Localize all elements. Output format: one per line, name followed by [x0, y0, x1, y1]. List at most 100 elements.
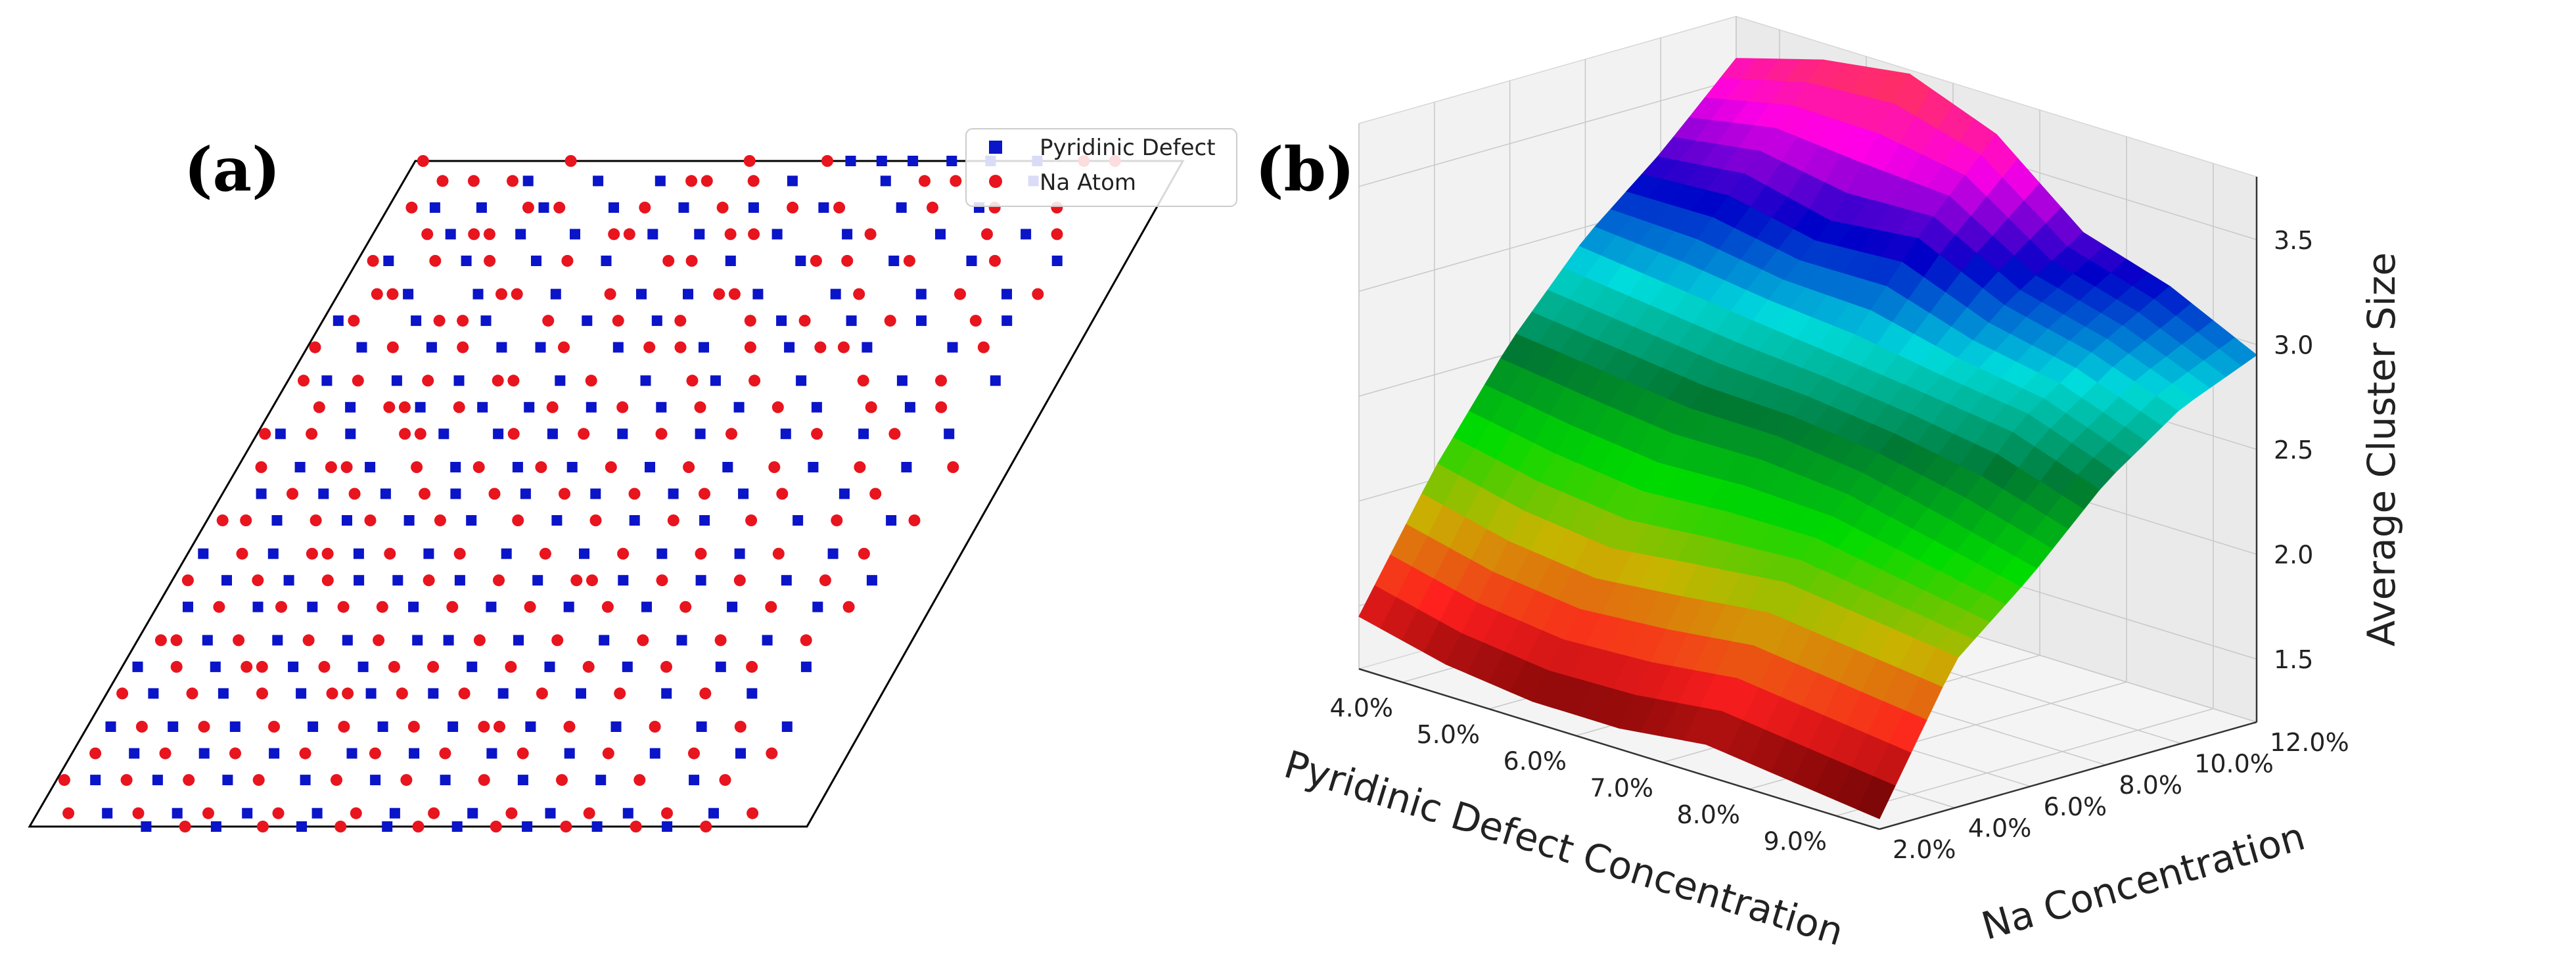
defect-point-83	[904, 401, 915, 413]
na-point-191	[458, 687, 471, 700]
na-point-217	[183, 774, 195, 786]
defect-point-82	[811, 401, 822, 413]
na-point-70	[744, 341, 756, 353]
na-point-219	[331, 774, 342, 786]
defect-point-106	[450, 488, 461, 499]
na-point-138	[384, 547, 396, 560]
na-point-82	[857, 375, 869, 387]
na-point-205	[89, 747, 102, 760]
defect-point-25	[694, 229, 705, 240]
panel-a-scatter: (a) Pyridinic Defect Na Atom	[28, 128, 1237, 832]
defect-point-128	[734, 548, 745, 559]
defect-point-193	[649, 748, 660, 759]
defect-point-71	[710, 375, 721, 386]
defect-point-45	[830, 288, 841, 300]
defect-point-142	[307, 601, 318, 612]
panel-a-label: (a)	[184, 134, 281, 205]
na-point-29	[724, 228, 737, 240]
na-point-123	[869, 488, 882, 500]
defect-point-152	[412, 635, 423, 646]
na-point-77	[492, 375, 504, 387]
na-point-236	[256, 821, 269, 832]
defect-point-35	[795, 256, 806, 266]
na-point-74	[298, 375, 310, 387]
defect-point-7	[593, 175, 604, 187]
na-point-124	[216, 514, 229, 526]
z-axis-title: Average Cluster Size	[2359, 252, 2404, 647]
na-point-36	[484, 255, 496, 267]
x-tick-label-0: 4.0%	[1329, 693, 1393, 722]
na-point-216	[120, 774, 133, 786]
legend: Pyridinic Defect Na Atom	[965, 128, 1237, 207]
na-point-206	[159, 747, 172, 760]
na-point-238	[412, 821, 425, 832]
na-point-237	[334, 821, 347, 832]
y-tick-label-2: 6.0%	[2044, 792, 2107, 821]
na-point-143	[772, 547, 785, 560]
na-point-163	[765, 601, 777, 613]
na-point-62	[884, 315, 896, 327]
defect-point-13	[476, 202, 487, 213]
na-point-215	[58, 774, 70, 786]
na-point-1	[564, 155, 577, 167]
na-point-104	[255, 461, 267, 473]
na-point-73	[977, 341, 990, 353]
na-point-240	[560, 821, 572, 832]
defect-point-168	[218, 688, 229, 699]
na-point-202	[563, 721, 576, 733]
na-point-25	[468, 228, 480, 240]
na-point-122	[776, 488, 789, 500]
defect-point-194	[735, 748, 746, 759]
na-point-170	[473, 634, 486, 647]
na-point-19	[787, 201, 799, 214]
defect-point-156	[676, 635, 687, 646]
na-point-166	[170, 634, 183, 647]
defect-point-120	[886, 515, 897, 526]
na-point-11	[747, 175, 760, 187]
na-point-204	[734, 721, 747, 733]
defect-point-113	[342, 515, 352, 526]
na-point-169	[373, 634, 385, 647]
defect-point-66	[321, 375, 333, 386]
na-point-200	[478, 721, 490, 733]
na-point-177	[256, 660, 268, 673]
defect-point-130	[221, 575, 232, 586]
defect-point-61	[612, 342, 624, 353]
na-point-144	[858, 547, 870, 560]
na-point-81	[748, 375, 761, 387]
defect-point-29	[1021, 229, 1032, 240]
na-point-78	[507, 375, 520, 387]
defect-point-53	[776, 315, 787, 327]
na-point-193	[614, 687, 626, 700]
defect-point-181	[448, 721, 459, 732]
defect-point-46	[915, 288, 927, 300]
defect-point-109	[668, 488, 679, 499]
na-point-151	[586, 574, 598, 587]
na-point-136	[306, 547, 318, 560]
na-point-182	[582, 660, 595, 673]
defect-point-137	[695, 575, 706, 586]
defect-point-21	[445, 229, 456, 240]
defect-point-9	[787, 175, 798, 187]
defect-point-12	[429, 202, 440, 213]
na-point-98	[507, 428, 520, 440]
na-point-44	[371, 288, 383, 300]
defect-point-114	[403, 515, 415, 526]
defect-point-213	[141, 821, 152, 832]
na-point-159	[446, 601, 459, 613]
defect-point-201	[517, 775, 528, 786]
na-point-199	[407, 721, 420, 733]
defect-point-219	[591, 821, 603, 832]
defect-point-107	[520, 488, 531, 499]
na-point-48	[604, 288, 616, 300]
na-point-175	[170, 660, 183, 673]
defect-point-192	[564, 748, 575, 759]
na-point-164	[842, 601, 855, 613]
left-grid-z-4	[1358, 79, 1737, 187]
defect-point-200	[440, 775, 451, 786]
defect-point-42	[636, 288, 647, 300]
defect-point-2	[908, 156, 919, 166]
na-point-211	[517, 747, 529, 760]
defect-point-186	[129, 748, 140, 759]
defect-point-206	[242, 808, 253, 819]
